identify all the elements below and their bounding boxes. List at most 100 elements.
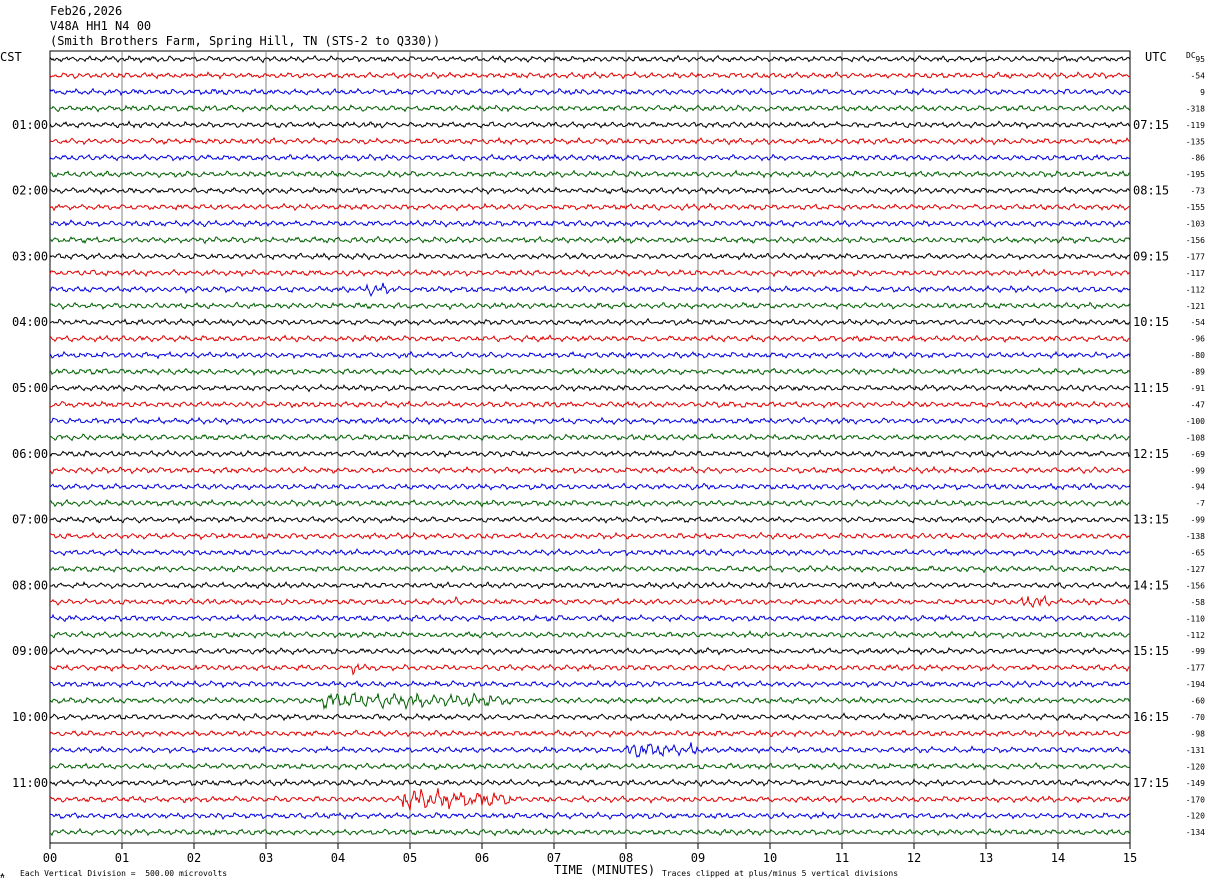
trace-row <box>49 449 1131 459</box>
x-tick-label: 15 <box>1123 851 1137 865</box>
dc-offset-label: -108 <box>1186 433 1205 442</box>
x-tick-label: 14 <box>1051 851 1065 865</box>
right-hour-label: 15:15 <box>1133 644 1169 658</box>
dc-offset-label: -135 <box>1186 137 1205 146</box>
x-tick-label: 01 <box>115 851 129 865</box>
trace-row <box>49 400 1131 409</box>
dc-offset-label: -138 <box>1186 532 1205 541</box>
trace-row <box>49 662 1131 676</box>
trace-row <box>49 788 1131 811</box>
trace-row <box>50 235 1131 245</box>
trace-row <box>49 252 1131 261</box>
trace-row <box>49 729 1131 738</box>
right-hour-label: 09:15 <box>1133 249 1169 263</box>
trace-row <box>49 712 1131 722</box>
dc-offset-label: -195 <box>1186 170 1205 179</box>
trace-row <box>49 54 1131 64</box>
x-tick-label: 10 <box>763 851 777 865</box>
dc-offset-label: -54 <box>1191 71 1206 80</box>
trace-row <box>49 268 1131 278</box>
left-timezone-label: CST <box>0 50 22 64</box>
dc-offset-label: -177 <box>1186 664 1205 673</box>
right-timezone-label: UTC <box>1145 50 1167 64</box>
trace-row <box>49 367 1131 377</box>
trace-row <box>49 416 1131 426</box>
left-hour-label: 04:00 <box>12 315 48 329</box>
dc-label: DC <box>1186 51 1196 60</box>
left-hour-label: 05:00 <box>12 381 48 395</box>
dc-offset-label: -134 <box>1186 828 1205 837</box>
left-hour-label: 06:00 <box>12 447 48 461</box>
trace-row <box>49 515 1131 525</box>
trace-row <box>49 498 1131 508</box>
dc-offset-label: -98 <box>1191 729 1206 738</box>
plot-frame <box>49 50 1131 844</box>
x-tick-label: 05 <box>403 851 417 865</box>
trace-row <box>49 186 1130 196</box>
right-hour-label: 13:15 <box>1133 513 1169 527</box>
trace-row <box>49 827 1131 837</box>
trace-row <box>49 70 1130 80</box>
trace-row <box>49 219 1131 228</box>
dc-offset-label: -65 <box>1191 549 1206 558</box>
footer-clipping-note: Traces clipped at plus/minus 5 vertical … <box>662 869 899 878</box>
dc-offset-label: -94 <box>1191 483 1206 492</box>
trace-row <box>49 548 1131 557</box>
left-hour-label: 01:00 <box>12 118 48 132</box>
dc-offset-label: -96 <box>1191 335 1206 344</box>
dc-offset-label: -58 <box>1191 598 1206 607</box>
trace-row <box>49 630 1131 640</box>
trace-row <box>49 334 1130 344</box>
x-tick-label: 06 <box>475 851 489 865</box>
dc-offset-label: -120 <box>1186 812 1205 821</box>
x-tick-label: 00 <box>43 851 57 865</box>
dc-offset-label: -99 <box>1191 466 1206 475</box>
dc-offset-label: -91 <box>1191 384 1206 393</box>
trace-row <box>49 580 1131 590</box>
trace-row <box>49 691 1131 711</box>
dc-offset-label: -47 <box>1191 400 1206 409</box>
dc-offset-label: -100 <box>1186 417 1205 426</box>
right-hour-label: 08:15 <box>1133 184 1169 198</box>
dc-offset-label: -194 <box>1186 680 1205 689</box>
x-tick-label: 13 <box>979 851 993 865</box>
trace-row <box>49 153 1131 162</box>
x-tick-label: 03 <box>259 851 273 865</box>
dc-offset-label: -103 <box>1186 220 1205 229</box>
trace-row <box>50 317 1131 327</box>
trace-row <box>50 104 1131 113</box>
dc-offset-label: -60 <box>1191 697 1206 706</box>
right-hour-label: 12:15 <box>1133 447 1169 461</box>
header-channel: V48A HH1 N4 00 <box>50 19 152 33</box>
x-tick-label: 11 <box>835 851 849 865</box>
dc-offset-label: -155 <box>1186 203 1205 212</box>
left-hour-label: 08:00 <box>12 578 48 592</box>
dc-offset-label: -99 <box>1191 647 1206 656</box>
trace-row <box>49 482 1131 492</box>
trace-row <box>49 613 1131 623</box>
dc-offset-label: -170 <box>1186 795 1205 804</box>
trace-row <box>49 383 1131 393</box>
left-hour-label: 02:00 <box>12 184 48 198</box>
dc-offset-label: -156 <box>1186 236 1205 245</box>
trace-row <box>49 432 1130 442</box>
right-hour-label: 14:15 <box>1133 578 1169 592</box>
dc-offset-label: -73 <box>1191 187 1206 196</box>
left-hour-label: 11:00 <box>12 776 48 790</box>
dc-offset-label: -127 <box>1186 565 1205 574</box>
left-hour-label: 07:00 <box>12 513 48 527</box>
x-axis-label: TIME (MINUTES) <box>554 863 656 877</box>
trace-row <box>49 762 1131 771</box>
dc-offset-label: -318 <box>1186 104 1205 113</box>
trace-row <box>49 531 1131 541</box>
dc-offset-label: -119 <box>1186 121 1205 130</box>
dc-offset-label: -121 <box>1186 302 1205 311</box>
trace-row <box>49 136 1131 146</box>
x-tick-label: 09 <box>691 851 705 865</box>
trace-row <box>49 811 1131 821</box>
trace-row <box>49 301 1131 311</box>
x-tick-label: 02 <box>187 851 201 865</box>
dc-offset-label: -112 <box>1186 631 1205 640</box>
dc-offset-label: -89 <box>1191 368 1206 377</box>
